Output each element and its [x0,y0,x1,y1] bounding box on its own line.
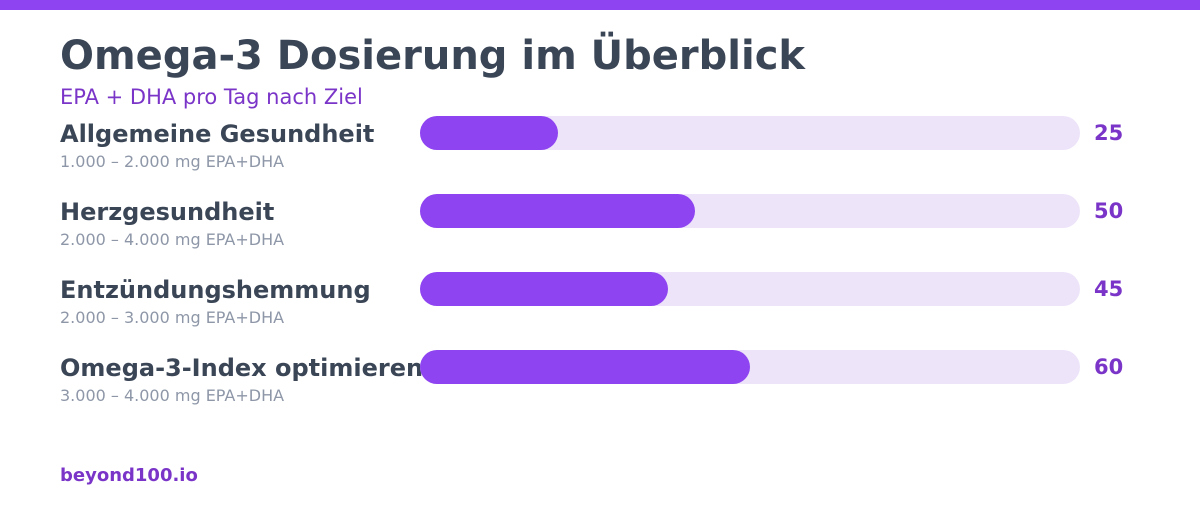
bar-fill [420,350,750,384]
bar-value-label: 60 [1094,355,1124,379]
bar-value-label: 25 [1094,121,1124,145]
bar-value-label: 45 [1094,277,1124,301]
bar-category-label: Entzündungshemmung [60,276,371,304]
bar-category-label: Allgemeine Gesundheit [60,120,375,148]
top-accent-strip [0,0,1200,10]
bar-dose-range-label: 2.000 – 3.000 mg EPA+DHA [60,308,285,327]
bar-category-label: Herzgesundheit [60,198,275,226]
bar-row: Allgemeine Gesundheit 1.000 – 2.000 mg EP… [0,116,1200,186]
bar-track [420,350,1080,384]
bar-track [420,194,1080,228]
bar-dose-range-label: 3.000 – 4.000 mg EPA+DHA [60,386,285,405]
bar-row: Entzündungshemmung 2.000 – 3.000 mg EPA+D… [0,272,1200,342]
bar-fill [420,194,695,228]
bar-dose-range-label: 2.000 – 4.000 mg EPA+DHA [60,230,285,249]
bar-value-label: 50 [1094,199,1124,223]
bar-row: Omega-3-Index optimieren 3.000 – 4.000 mg… [0,350,1200,420]
bar-category-label: Omega-3-Index optimieren [60,354,424,382]
chart-subtitle: EPA + DHA pro Tag nach Ziel [60,85,363,109]
chart-title: Omega-3 Dosierung im Überblick [60,33,806,79]
bar-row: Herzgesundheit 2.000 – 4.000 mg EPA+DHA 50 [0,194,1200,264]
bar-fill [420,272,668,306]
brand-footer: beyond100.io [60,465,198,486]
bar-dose-range-label: 1.000 – 2.000 mg EPA+DHA [60,152,285,171]
bar-fill [420,116,558,150]
bar-track [420,272,1080,306]
bar-track [420,116,1080,150]
